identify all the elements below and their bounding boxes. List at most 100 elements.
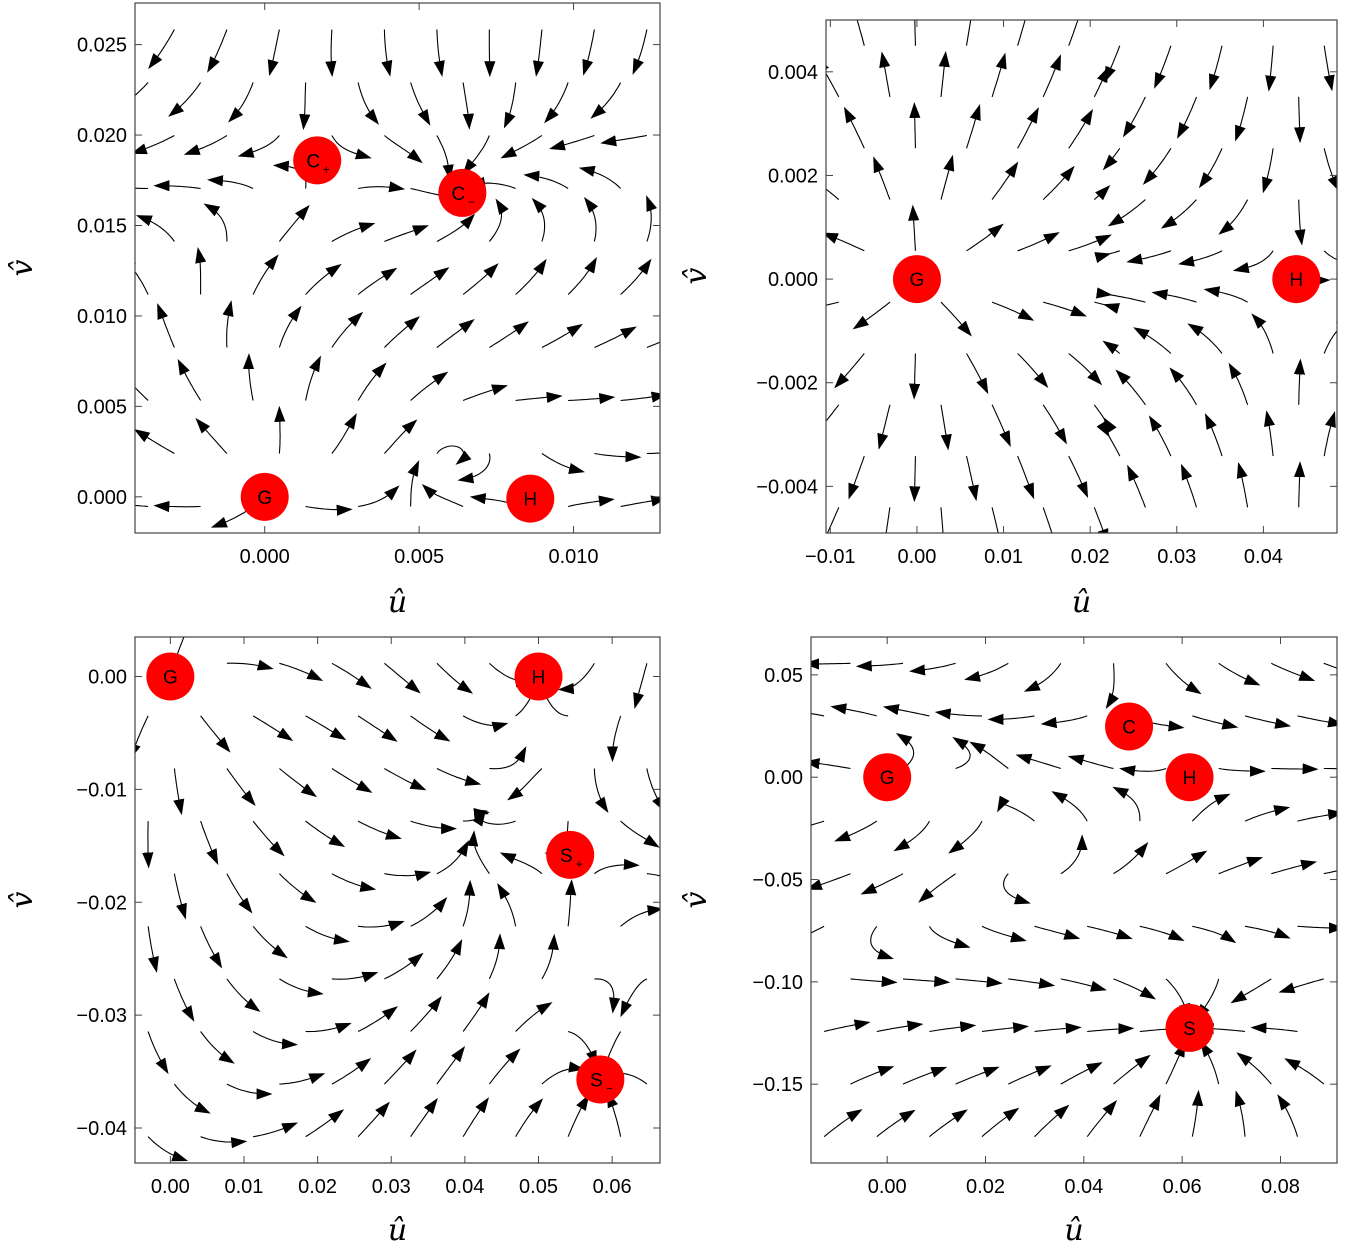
streamline xyxy=(279,662,324,682)
streamline xyxy=(1264,410,1276,457)
streamline xyxy=(850,1066,895,1085)
streamline xyxy=(488,933,506,980)
streamline xyxy=(168,82,202,117)
streamline xyxy=(876,1020,924,1033)
streamline xyxy=(1218,765,1266,777)
x-tick-label: 0.02 xyxy=(1071,546,1110,568)
streamline xyxy=(237,135,280,158)
streamline xyxy=(893,820,930,852)
y-tick-label: −0.04 xyxy=(76,1118,127,1140)
streamline xyxy=(1042,404,1067,445)
y-tick-label: 0.000 xyxy=(77,487,127,509)
streamline xyxy=(436,768,482,786)
fixed-point-G: G xyxy=(892,255,941,304)
streamline xyxy=(1122,96,1146,138)
streamline xyxy=(226,978,261,1012)
streamline xyxy=(567,495,615,508)
streamline xyxy=(902,975,951,987)
streamline xyxy=(147,1136,189,1162)
fixed-point-subscript: − xyxy=(468,195,475,209)
streamline xyxy=(195,417,228,454)
streamline xyxy=(1323,411,1336,457)
streamline xyxy=(1235,96,1249,142)
streamline xyxy=(594,451,642,463)
y-tick-label: 0.05 xyxy=(764,665,803,687)
plot-frame xyxy=(134,636,661,1164)
streamline xyxy=(646,873,660,877)
streamline xyxy=(981,1022,1030,1034)
streamline xyxy=(1113,1054,1151,1085)
streamline xyxy=(499,852,543,875)
x-tick-label: 0.01 xyxy=(225,1176,264,1198)
streamline xyxy=(1102,340,1121,355)
streamline xyxy=(620,495,660,508)
streamline xyxy=(357,715,398,742)
streamline xyxy=(909,662,956,676)
fixed-point-label: G xyxy=(880,768,895,789)
streamline xyxy=(305,715,347,741)
streamlines xyxy=(811,658,1337,1138)
streamline xyxy=(823,1019,871,1033)
streamline xyxy=(462,715,509,733)
streamline xyxy=(811,758,851,770)
streamline xyxy=(457,453,491,484)
streamline xyxy=(606,715,622,763)
streamline xyxy=(1051,791,1088,822)
streamline xyxy=(991,301,1035,321)
streamline xyxy=(1293,96,1306,144)
fixed-point-label: H xyxy=(532,668,546,689)
fixed-point-C-plus: C + xyxy=(293,136,342,185)
streamline xyxy=(826,232,865,252)
streamline xyxy=(1192,715,1239,730)
streamline xyxy=(278,305,302,348)
streamline xyxy=(914,20,916,46)
streamline xyxy=(567,1094,590,1137)
streamline xyxy=(384,952,424,980)
y-tick-label: 0.00 xyxy=(764,767,803,789)
streamline xyxy=(940,404,952,451)
x-tick-label: 0.04 xyxy=(445,1176,484,1198)
streamline xyxy=(252,715,294,742)
fixed-point-label: S xyxy=(1183,1019,1196,1040)
streamline xyxy=(1323,870,1337,875)
streamline xyxy=(384,870,432,882)
streamline xyxy=(940,154,955,200)
fixed-point-marker xyxy=(1165,1003,1214,1052)
streamline xyxy=(969,741,1009,769)
streamline xyxy=(410,267,450,295)
streamline xyxy=(523,170,569,189)
streamline xyxy=(305,820,346,848)
fixed-point-label: C xyxy=(1122,717,1136,738)
streamline xyxy=(633,663,648,709)
streamline xyxy=(541,1061,585,1085)
y-tick-label: 0.002 xyxy=(768,165,818,187)
streamline xyxy=(826,301,839,306)
streamline xyxy=(606,1091,622,1137)
fixed-point-label: G xyxy=(910,270,925,291)
streamline xyxy=(1017,232,1060,252)
y-tick-label: −0.05 xyxy=(752,870,803,892)
streamline xyxy=(383,419,418,454)
streamline xyxy=(1251,313,1274,354)
streamline xyxy=(331,311,364,348)
streamline xyxy=(855,660,904,672)
streamline xyxy=(467,830,490,875)
streamline xyxy=(472,810,516,827)
streamline xyxy=(811,658,851,670)
fixed-point-marker xyxy=(146,652,195,701)
streamline xyxy=(1297,922,1337,934)
streamline xyxy=(358,181,406,193)
streamline xyxy=(135,428,175,454)
streamline xyxy=(578,165,621,189)
streamline xyxy=(1297,809,1337,822)
streamline xyxy=(410,715,451,742)
streamline xyxy=(1017,455,1035,500)
streamline xyxy=(909,102,921,149)
streamline xyxy=(331,768,373,793)
streamline xyxy=(279,978,324,998)
streamline xyxy=(177,358,202,401)
fixed-point-marker xyxy=(506,474,555,523)
streamline xyxy=(135,715,149,760)
streamline xyxy=(305,504,353,516)
